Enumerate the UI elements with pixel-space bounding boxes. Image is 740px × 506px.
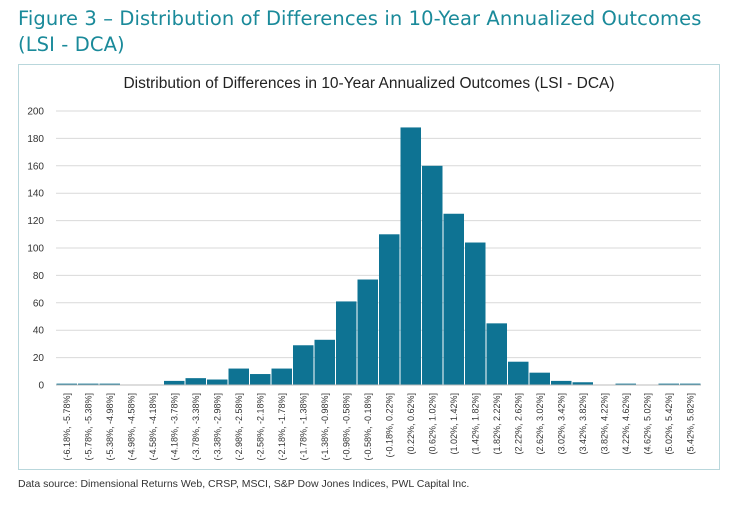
- x-tick-label: (-4.18%, -3.78%]: [169, 393, 179, 461]
- histogram-bar: [551, 380, 572, 385]
- histogram-bar: [99, 383, 120, 385]
- histogram-bar: [228, 368, 249, 385]
- x-tick-label: (1.02%, 1.42%]: [449, 393, 459, 455]
- histogram-bar: [400, 127, 421, 385]
- y-tick-label: 200: [27, 107, 44, 118]
- x-tick-label: (-2.18%, -1.78%]: [277, 393, 287, 461]
- x-tick-label: (2.62%, 3.02%]: [535, 393, 545, 455]
- x-tick-label: (-4.58%, -4.18%]: [148, 393, 158, 461]
- histogram-chart: 0 20 40 60 80 100 120 140 160 180 200 (-6.18%, -5.7…: [27, 107, 701, 461]
- histogram-bar: [336, 301, 357, 385]
- y-tick-label: 0: [38, 381, 44, 392]
- y-tick-label: 160: [27, 161, 44, 172]
- x-tick-label: (-2.98%, -2.58%]: [234, 393, 244, 461]
- x-tick-label: (-2.58%, -2.18%]: [255, 393, 265, 461]
- x-tick-label: (-3.38%, -2.98%]: [212, 393, 222, 461]
- x-tick-label: (-1.78%, -1.38%]: [298, 393, 308, 461]
- histogram-bar: [164, 380, 185, 385]
- x-tick-label: (0.62%, 1.02%]: [427, 393, 437, 455]
- x-tick-label: (-1.38%, -0.98%]: [320, 393, 330, 461]
- x-tick-label: (-4.98%, -4.58%]: [126, 393, 136, 461]
- histogram-bar: [207, 379, 228, 385]
- histogram-bar: [572, 382, 593, 385]
- histogram-bar: [293, 345, 314, 385]
- x-tick-label: (-6.18%, -5.78%]: [62, 393, 72, 461]
- x-tick-label: (3.82%, 4.22%]: [599, 393, 609, 455]
- x-tick-label: (-0.98%, -0.58%]: [341, 393, 351, 461]
- x-tick-label: (1.42%, 1.82%]: [470, 393, 480, 455]
- histogram-bar: [78, 383, 99, 385]
- histogram-bar: [658, 383, 679, 385]
- histogram-bar: [443, 213, 464, 385]
- x-tick-label: (4.22%, 4.62%]: [621, 393, 631, 455]
- histogram-bar: [357, 279, 378, 385]
- histogram-bar: [185, 378, 206, 385]
- histogram-bar: [56, 383, 77, 385]
- y-tick-label: 120: [27, 216, 44, 227]
- x-tick-label: (-5.78%, -5.38%]: [83, 393, 93, 461]
- x-tick-label: (2.22%, 2.62%]: [513, 393, 523, 455]
- x-tick-label: (5.02%, 5.42%]: [664, 393, 674, 455]
- x-tick-label: (0.22%, 0.62%]: [406, 393, 416, 455]
- x-tick-label: (4.62%, 5.02%]: [642, 393, 652, 455]
- y-tick-label: 60: [33, 298, 45, 309]
- x-tick-label: (3.02%, 3.42%]: [556, 393, 566, 455]
- figure-title-line1: Figure 3 – Distribution of Differences i…: [18, 7, 702, 30]
- chart-title: Distribution of Differences in 10-Year A…: [123, 75, 615, 92]
- y-tick-label: 140: [27, 189, 44, 200]
- histogram-bar: [250, 374, 271, 385]
- y-tick-label: 20: [33, 353, 45, 364]
- histogram-bar: [615, 383, 636, 385]
- x-tick-label: (-0.18%, 0.22%]: [384, 393, 394, 458]
- histogram-bar: [465, 242, 486, 385]
- histogram-bar: [680, 383, 701, 385]
- y-tick-label: 180: [27, 134, 44, 145]
- y-tick-label: 100: [27, 244, 44, 255]
- x-tick-label: (3.42%, 3.82%]: [578, 393, 588, 455]
- x-tick-label: (1.82%, 2.22%]: [492, 393, 502, 455]
- x-tick-label: (5.42%, 5.82%]: [685, 393, 695, 455]
- figure-title-line2: (LSI - DCA): [18, 33, 125, 56]
- source-note: Data source: Dimensional Returns Web, CR…: [18, 478, 470, 490]
- y-tick-label: 80: [33, 271, 45, 282]
- y-tick-label: 40: [33, 326, 45, 337]
- x-tick-label: (-3.78%, -3.38%]: [191, 393, 201, 461]
- histogram-bar: [271, 368, 292, 385]
- figure-title: Figure 3 – Distribution of Differences i…: [18, 6, 728, 58]
- histogram-bar: [529, 372, 550, 385]
- histogram-bar: [379, 234, 400, 385]
- x-tick-label: (-5.38%, -4.98%]: [105, 393, 115, 461]
- histogram-bar: [314, 339, 335, 385]
- x-tick-label: (-0.58%, -0.18%]: [363, 393, 373, 461]
- histogram-bar: [486, 323, 507, 385]
- histogram-bar: [422, 165, 443, 385]
- histogram-bar: [508, 361, 529, 385]
- chart-frame: Distribution of Differences in 10-Year A…: [18, 64, 720, 470]
